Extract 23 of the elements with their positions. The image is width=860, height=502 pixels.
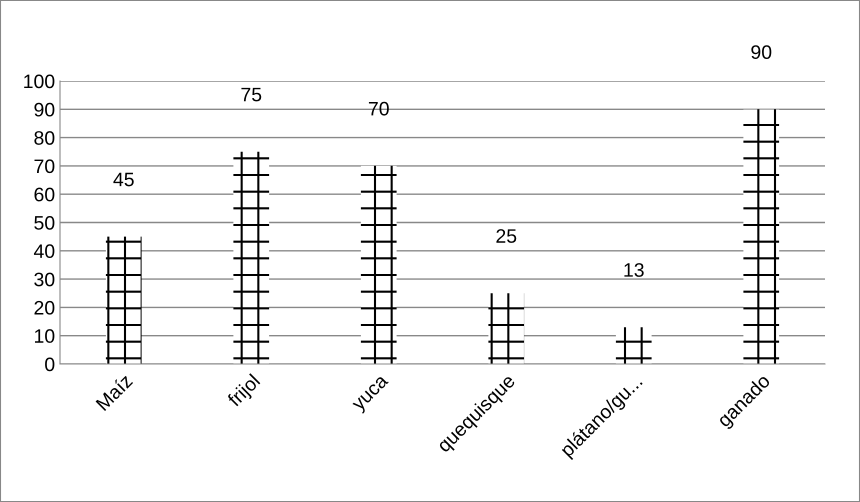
bar — [106, 236, 142, 364]
bar — [616, 327, 652, 364]
y-tick-label: 60 — [34, 188, 54, 202]
y-tick-label: 0 — [45, 357, 54, 372]
y-tick-label: 90 — [34, 102, 54, 117]
data-label: 45 — [113, 172, 134, 186]
y-tick-label: 50 — [34, 216, 54, 230]
y-tick-label: 30 — [34, 272, 54, 286]
y-tick-label: 100 — [24, 74, 54, 88]
data-label: 75 — [241, 88, 262, 102]
bar — [360, 166, 397, 364]
bar — [488, 293, 524, 364]
data-label: 90 — [751, 45, 772, 59]
bar — [743, 109, 780, 364]
y-tick-label: 70 — [34, 159, 54, 174]
data-label: 25 — [496, 229, 516, 243]
data-label: 13 — [624, 263, 644, 277]
bar — [233, 152, 270, 364]
y-tick-label: 40 — [34, 244, 54, 258]
y-tick-label: 20 — [34, 300, 54, 315]
y-tick-label: 80 — [34, 131, 54, 145]
y-tick-label: 10 — [34, 329, 54, 343]
data-label: 70 — [368, 102, 389, 116]
